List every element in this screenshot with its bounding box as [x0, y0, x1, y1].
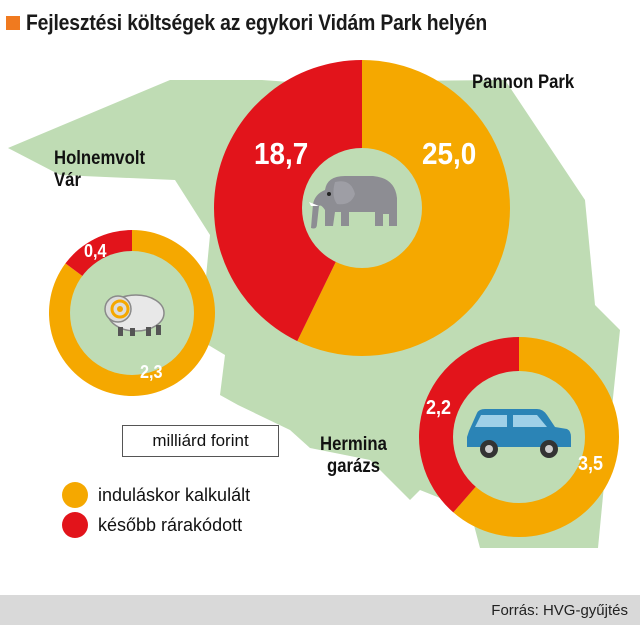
label-hermina-line2: garázs — [327, 456, 381, 477]
title-bar: Fejlesztési költségek az egykori Vidám P… — [0, 0, 640, 46]
legend-label-later: később rárakódott — [98, 514, 243, 535]
label-pannon-park: Pannon Park — [472, 72, 575, 93]
donut-slice-later — [214, 60, 362, 342]
car-icon — [467, 409, 571, 458]
legend-item-later: később rárakódott — [62, 512, 242, 538]
legend-swatch-initial — [62, 482, 88, 508]
value-hermina-later: 2,2 — [426, 397, 452, 419]
value-hermina-initial: 3,5 — [578, 453, 604, 475]
label-holnemvolt-var: Holnemvolt Vár — [54, 148, 145, 192]
source-text: Forrás: HVG-gyűjtés — [491, 601, 628, 619]
label-hermina-garazs: Hermina garázs — [320, 434, 387, 478]
value-pannon-later: 18,7 — [254, 136, 309, 171]
map-chart — [8, 60, 620, 548]
source-bar: Forrás: HVG-gyűjtés — [0, 595, 640, 625]
label-holnemvolt-line2: Vár — [54, 170, 81, 191]
ram-icon — [104, 294, 165, 336]
chart-title: Fejlesztési költségek az egykori Vidám P… — [26, 10, 488, 35]
value-holnem-later: 0,4 — [84, 241, 107, 261]
label-hermina-line1: Hermina — [320, 434, 387, 455]
value-holnem-initial: 2,3 — [140, 362, 163, 382]
value-pannon-initial: 25,0 — [422, 136, 477, 171]
unit-label: milliárd forint — [152, 431, 249, 450]
label-holnemvolt-line1: Holnemvolt — [54, 148, 146, 169]
elephant-icon — [309, 176, 397, 229]
legend-swatch-later — [62, 512, 88, 538]
unit-label-box: milliárd forint — [122, 425, 279, 457]
title-marker — [6, 16, 20, 30]
donut-pannon-park — [214, 60, 510, 356]
legend-item-initial: induláskor kalkulált — [62, 482, 250, 508]
legend-label-initial: induláskor kalkulált — [98, 484, 251, 505]
